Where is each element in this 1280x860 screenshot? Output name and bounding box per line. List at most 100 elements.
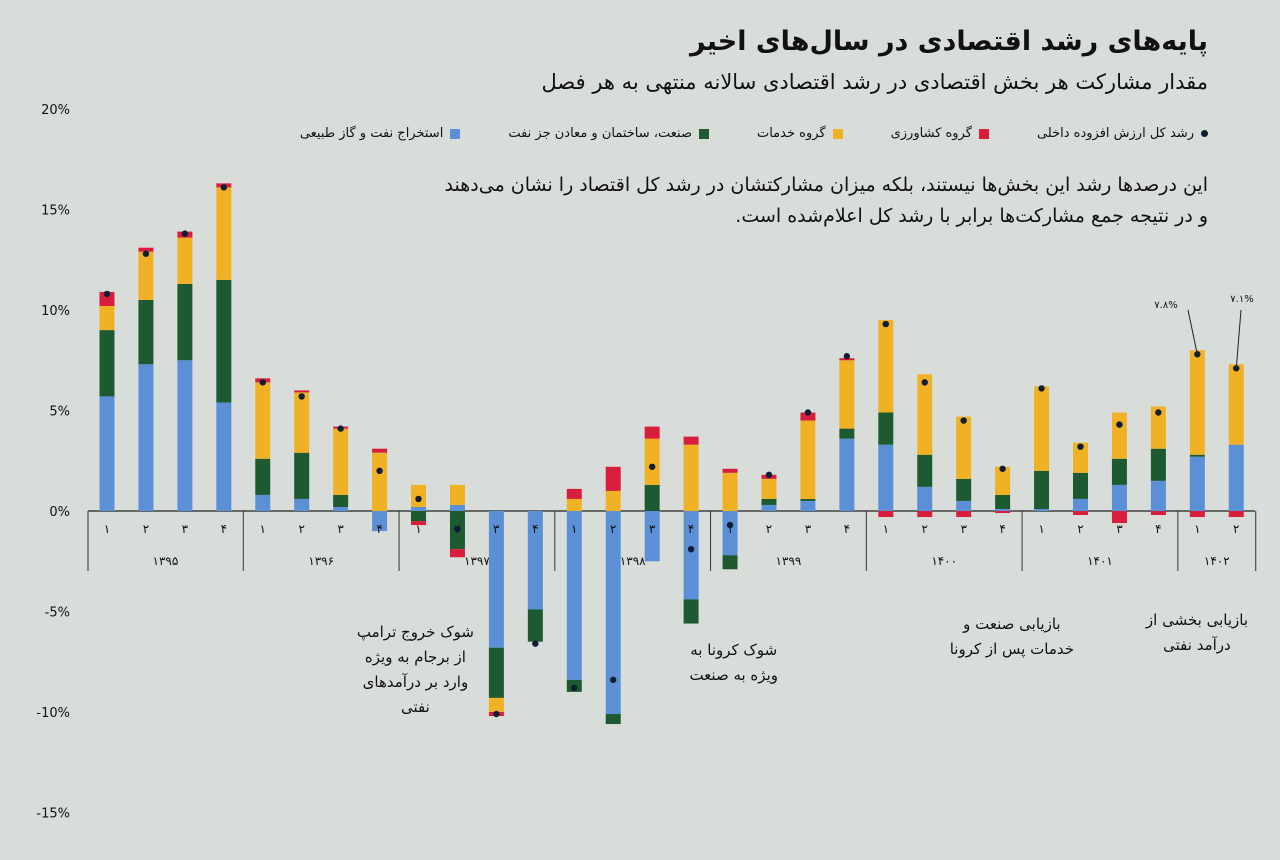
quarter-label: ۱ [1038,522,1044,536]
bar-segment-industry [411,511,427,522]
quarter-label: ۳ [805,522,812,536]
bar-segment-services [138,251,154,300]
bar-segment-agriculture [644,426,660,439]
quarter-label: ۴ [532,522,538,536]
legend-label-oil: استخراج نفت و گاز طبیعی [299,126,444,141]
bar-segment-industry [878,412,894,445]
y-tick-label: -10% [36,706,70,721]
bar-segment-oil [995,508,1011,511]
bar-segment-services [1111,412,1127,459]
bar-segment-agriculture [99,291,115,306]
bar-segment-services [255,382,271,459]
bar-segment-services [1228,364,1244,445]
bar-segment-services [566,498,582,511]
quarter-label: ۳ [649,522,656,536]
bar-segment-oil [372,511,388,532]
year-label: ۱۳۹۸ [620,554,646,568]
annotation-line: ویژه به صنعت [689,666,778,684]
quarter-label: ۳ [960,522,967,536]
bar-segment-oil [1189,456,1205,511]
bar-segment-oil [878,444,894,511]
bar-segment-industry [1073,472,1088,499]
callout-label: ۷.۱% [1230,294,1253,305]
callout-label: ۷.۸% [1154,300,1177,311]
bar-segment-oil [1034,508,1050,511]
annotation-line: بازیابی صنعت و [963,615,1061,633]
bar-segment-oil [449,504,465,511]
bar-segment-agriculture [449,549,465,558]
bar-segment-oil [527,511,543,610]
bar-segment-oil [683,511,699,600]
bar-segment-industry [839,428,855,439]
bar-segment-services [917,374,933,455]
total-growth-dot [687,545,695,553]
y-tick-label: 0% [49,505,70,520]
quarter-label: ۳ [337,522,344,536]
callout-line [1235,309,1242,369]
bar-segment-oil [99,396,115,511]
quarter-label: ۲ [766,522,772,536]
y-tick-label: 20% [41,103,70,118]
legend-swatch-industry [698,128,709,139]
total-growth-dot [921,379,928,386]
bar-segment-oil [216,402,232,511]
quarter-label: ۴ [999,522,1005,536]
callout-line [1187,309,1198,355]
total-growth-dot [337,425,344,432]
total-growth-dot [415,495,422,503]
annotation-line: بازیابی بخشی از [1145,611,1248,629]
bar-segment-oil [177,360,193,511]
y-tick-label: -5% [45,606,70,621]
bar-segment-industry [99,330,115,397]
quarter-label: ۲ [143,522,149,536]
bar-segment-industry [917,454,933,487]
total-growth-dot [843,353,851,360]
bar-segment-services [878,320,894,413]
bar-segment-oil [294,498,310,511]
total-growth-dot [571,684,578,692]
bar-segment-industry [216,279,232,403]
bar-segment-industry [527,609,543,642]
bar-segment-agriculture [722,468,738,473]
bar-segment-oil [839,438,855,511]
total-growth-dot [648,463,656,470]
quarter-label: ۱ [571,522,577,536]
bar-segment-services [449,484,465,505]
bar-segment-services [605,490,621,511]
total-growth-dot [804,409,812,416]
quarter-label: ۴ [221,522,227,536]
quarter-label: ۲ [1233,522,1239,536]
bar-segment-agriculture [1228,511,1244,518]
bar-segment-oil [1228,444,1244,511]
bar-segment-agriculture [683,436,699,445]
bar-segment-industry [294,452,310,499]
bar-segment-services [216,187,232,280]
legend-swatch-services [832,128,843,139]
quarter-label: ۱ [1194,522,1200,536]
bar-segment-oil [488,511,504,648]
bar-segment-agriculture [138,247,154,252]
bar-segment-industry [1189,454,1205,457]
y-tick-label: 5% [49,405,70,420]
quarter-label: ۱ [727,522,733,536]
total-growth-dot [1038,385,1045,392]
total-growth-dot [220,184,228,191]
total-growth-dot [532,640,539,647]
bar-segment-industry [956,478,972,501]
quarter-label: ۱ [415,522,421,536]
bar-segment-industry [255,458,271,495]
annotation-line: خدمات پس از کرونا [949,640,1074,658]
total-growth-dot [142,250,150,257]
bar-segment-services [372,452,388,511]
year-label: ۱۳۹۶ [308,554,334,568]
legend-label-industry: صنعت، ساختمان و معادن جز نفت [508,126,692,141]
bar-segment-agriculture [800,412,816,421]
bar-segment-industry [177,283,193,361]
legend-label-total: رشد کل ارزش افزوده داخلی [1036,126,1194,141]
y-tick-label: 15% [41,204,70,219]
y-tick-label: 10% [41,304,70,319]
annotation-line: وارد بر درآمدهای [362,673,469,691]
legend-item-oil: استخراج نفت و گاز طبیعی [300,126,461,141]
legend-label-services: گروه خدمات [756,126,826,141]
note-line: و در نتیجه جمع مشارکت‌ها برابر با رشد کل… [735,205,1208,227]
